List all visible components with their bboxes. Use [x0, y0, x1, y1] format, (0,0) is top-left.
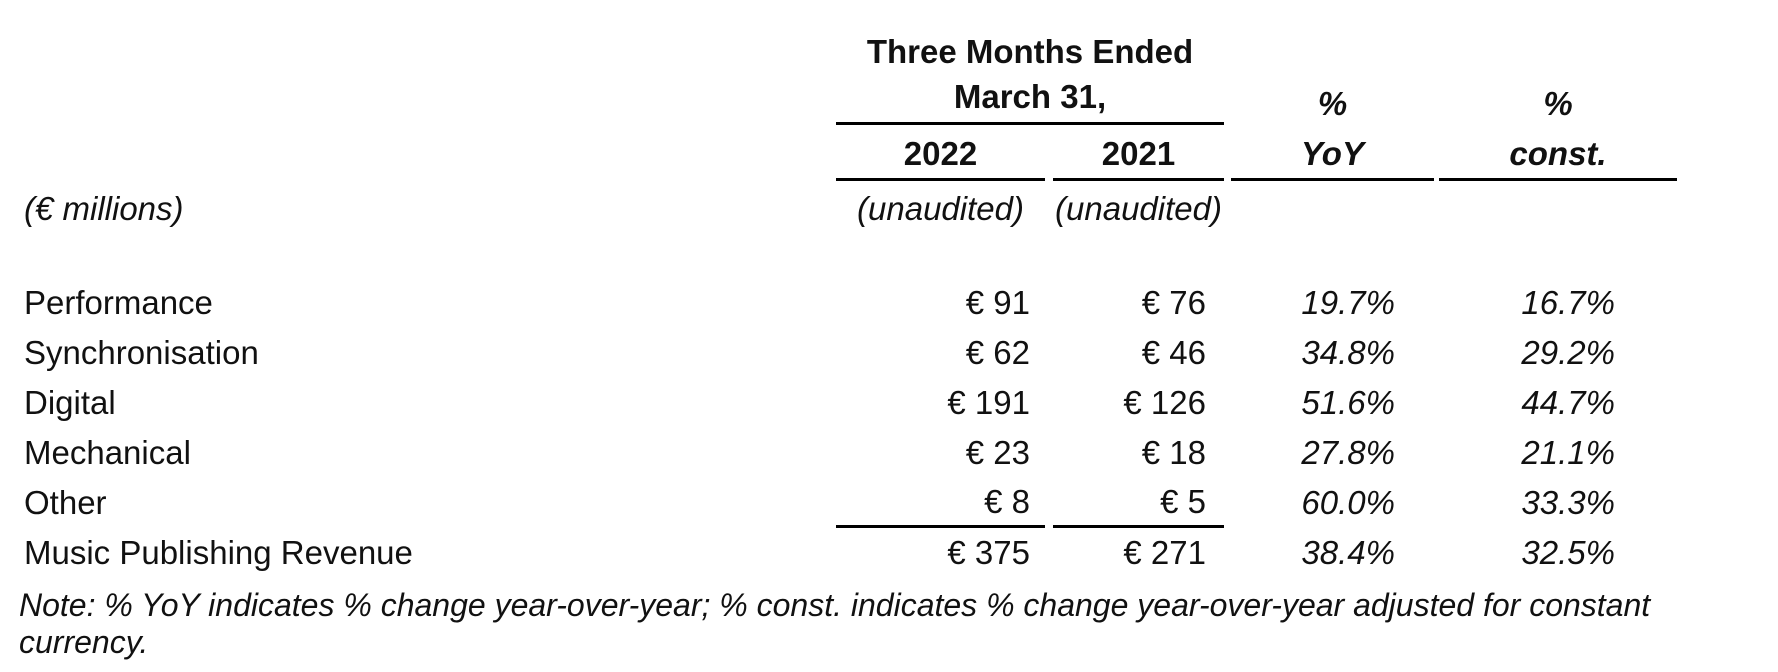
row-label: Performance: [24, 284, 213, 321]
row-label: Synchronisation: [24, 334, 259, 371]
header-row-period-title: Three Months Ended: [0, 30, 1778, 74]
value-2022: € 23: [965, 434, 1030, 471]
value-const: 21.1%: [1521, 434, 1615, 471]
table-row-total: Music Publishing Revenue € 375 € 271 38.…: [0, 528, 1778, 578]
table-row: Mechanical € 23 € 18 27.8% 21.1%: [0, 428, 1778, 478]
value-2021: € 76: [1141, 284, 1206, 321]
row-label: Digital: [24, 384, 116, 421]
value-2021: € 126: [1123, 384, 1206, 421]
value-2022: € 375: [947, 534, 1030, 571]
value-2022: € 8: [836, 478, 1045, 528]
value-2021: € 271: [1123, 534, 1206, 571]
value-const: 16.7%: [1521, 284, 1615, 321]
footnote: Note: % YoY indicates % change year-over…: [19, 587, 1651, 660]
col-header-yoy: YoY: [1301, 134, 1364, 172]
value-const: 44.7%: [1521, 384, 1615, 421]
value-yoy: 51.6%: [1301, 384, 1395, 421]
period-subtitle-cell: March 31,: [836, 78, 1224, 125]
units-label: (€ millions): [24, 190, 184, 227]
value-2021: € 46: [1141, 334, 1206, 371]
table-row: Performance € 91 € 76 19.7% 16.7%: [0, 278, 1778, 328]
pct-yoy-symbol: %: [1317, 85, 1348, 122]
value-yoy: 27.8%: [1301, 434, 1395, 471]
period-subtitle: March 31,: [953, 78, 1107, 115]
table-row: Synchronisation € 62 € 46 34.8% 29.2%: [0, 328, 1778, 378]
value-2021: € 5: [1053, 478, 1224, 528]
row-label: Other: [24, 484, 107, 521]
col-header-const-cell: const.: [1439, 135, 1677, 181]
col-header-2022-cell: 2022: [836, 135, 1045, 181]
col-header-2021-cell: 2021: [1053, 135, 1224, 181]
value-2022: € 191: [947, 384, 1030, 421]
period-title: Three Months Ended: [866, 33, 1194, 70]
value-const: 32.5%: [1521, 534, 1615, 571]
value-2022: € 62: [965, 334, 1030, 371]
header-row-unaudited: (€ millions) (unaudited) (unaudited): [0, 186, 1778, 232]
value-const: 29.2%: [1521, 334, 1615, 371]
col-header-yoy-cell: YoY: [1231, 135, 1434, 181]
value-2021: € 18: [1141, 434, 1206, 471]
unaudited-2022: (unaudited): [857, 190, 1024, 227]
col-header-2022: 2022: [903, 134, 978, 172]
pct-const-symbol: %: [1543, 85, 1573, 122]
row-label: Music Publishing Revenue: [24, 534, 413, 571]
table-row: Other € 8 € 5 60.0% 33.3%: [0, 478, 1778, 528]
header-row-columns: 2022 2021 YoY const.: [0, 129, 1778, 186]
unaudited-2021: (unaudited): [1055, 190, 1222, 227]
value-yoy: 38.4%: [1301, 534, 1395, 571]
header-row-period-subtitle: March 31, % %: [0, 74, 1778, 129]
col-header-const: const.: [1509, 134, 1607, 172]
value-yoy: 34.8%: [1301, 334, 1395, 371]
value-yoy: 19.7%: [1301, 284, 1395, 321]
spacer: [0, 232, 1778, 278]
row-label: Mechanical: [24, 434, 191, 471]
table-row: Digital € 191 € 126 51.6% 44.7%: [0, 378, 1778, 428]
value-yoy: 60.0%: [1301, 484, 1395, 521]
col-header-2021: 2021: [1101, 134, 1176, 172]
value-const: 33.3%: [1521, 484, 1615, 521]
value-2022: € 91: [965, 284, 1030, 321]
